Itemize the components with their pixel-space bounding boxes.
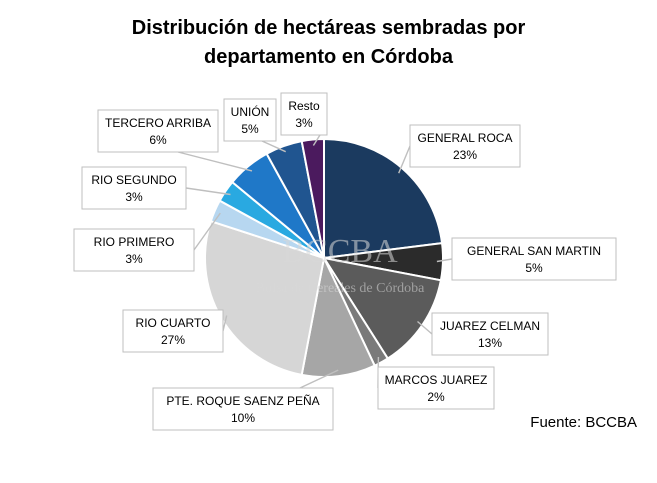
- data-label-box: [97, 109, 219, 153]
- data-label-box: [81, 166, 187, 210]
- chart-title-line-2: departamento en Córdoba: [204, 46, 453, 68]
- leader-line-general-roca: [398, 145, 411, 174]
- data-label-box: [377, 366, 495, 410]
- data-labels: GENERAL ROCA 23% GENERAL SAN MARTIN 5% JUARE…: [73, 92, 617, 431]
- data-label-box: [409, 124, 521, 168]
- data-label-pte-roque-saenz-pena: PTE. ROQUE SAENZ PEÑA 10%: [152, 387, 334, 431]
- data-label-value: 5%: [525, 261, 543, 275]
- data-label-value: 3%: [125, 252, 143, 266]
- data-label-value: 6%: [149, 133, 167, 147]
- pie-slice-resto: [300, 137, 325, 259]
- data-label-category: RIO SEGUNDO: [91, 173, 176, 187]
- data-label-box: [451, 237, 617, 281]
- data-label-resto: Resto 3%: [280, 92, 328, 136]
- data-label-value: 3%: [295, 116, 313, 130]
- data-label-rio-segundo: RIO SEGUNDO 3%: [81, 166, 187, 210]
- leader-line-union: [261, 140, 286, 153]
- data-label-box: [431, 312, 549, 356]
- data-label-value: 27%: [161, 333, 185, 347]
- data-label-category: PTE. ROQUE SAENZ PEÑA: [166, 394, 319, 408]
- data-label-box: [73, 228, 195, 272]
- data-label-general-san-martin: GENERAL SAN MARTIN 5%: [451, 237, 617, 281]
- chart-title-line-1: Distribución de hectáreas sembradas por: [131, 17, 526, 39]
- chart-title: Distribución de hectáreas sembradas por …: [0, 14, 657, 72]
- pie-slices: [204, 137, 444, 378]
- data-label-category: RIO CUARTO: [136, 316, 211, 330]
- data-label-value: 3%: [125, 190, 143, 204]
- data-label-rio-cuarto: RIO CUARTO 27%: [122, 309, 224, 353]
- watermark-subtitle: Bolsa de Cereales de Córdoba: [256, 281, 426, 296]
- leader-line-tercero-arriba: [177, 151, 253, 172]
- data-label-value: 10%: [231, 411, 255, 425]
- data-label-category: TERCERO ARRIBA: [105, 116, 211, 130]
- data-label-tercero-arriba: TERCERO ARRIBA 6%: [97, 109, 219, 153]
- data-label-category: JUAREZ CELMAN: [440, 319, 540, 333]
- data-label-box: [122, 309, 224, 353]
- watermark-logo-text: BCCBA: [282, 233, 398, 270]
- data-label-value: 13%: [478, 336, 502, 350]
- data-label-juarez-celman: JUAREZ CELMAN 13%: [431, 312, 549, 356]
- watermark: BCCBA Bolsa de Cereales de Córdoba: [256, 233, 426, 296]
- data-label-union: UNIÓN 5%: [223, 98, 277, 142]
- leader-line-rio-cuarto: [222, 315, 228, 332]
- leader-lines: [177, 134, 453, 389]
- leader-line-juarez-celman: [417, 320, 433, 335]
- data-label-value: 2%: [427, 390, 445, 404]
- data-label-general-roca: GENERAL ROCA 23%: [409, 124, 521, 168]
- pie-slice-general-roca: [323, 137, 444, 260]
- data-label-rio-primero: RIO PRIMERO 3%: [73, 228, 195, 272]
- leader-line-rio-segundo: [185, 187, 231, 196]
- leader-line-rio-primero: [193, 212, 221, 251]
- data-label-category: RIO PRIMERO: [94, 235, 175, 249]
- source-note: Fuente: BCCBA: [530, 414, 637, 431]
- data-label-box: [280, 92, 328, 136]
- leader-line-resto: [312, 134, 321, 146]
- leader-line-general-san-martin: [436, 258, 453, 263]
- data-label-category: Resto: [288, 99, 320, 113]
- data-label-value: 5%: [241, 122, 259, 136]
- data-label-box: [223, 98, 277, 142]
- data-label-marcos-juarez: MARCOS JUAREZ 2%: [377, 366, 495, 410]
- pie-slice-pte-roque-saenz-pena: [300, 254, 377, 378]
- data-label-category: UNIÓN: [231, 104, 270, 119]
- leader-line-pte-roque-saenz-pena: [299, 369, 339, 389]
- data-label-box: [152, 387, 334, 431]
- data-label-category: GENERAL ROCA: [418, 131, 513, 145]
- data-label-value: 23%: [453, 148, 477, 162]
- data-label-category: GENERAL SAN MARTIN: [467, 244, 601, 258]
- data-label-category: MARCOS JUAREZ: [385, 373, 488, 387]
